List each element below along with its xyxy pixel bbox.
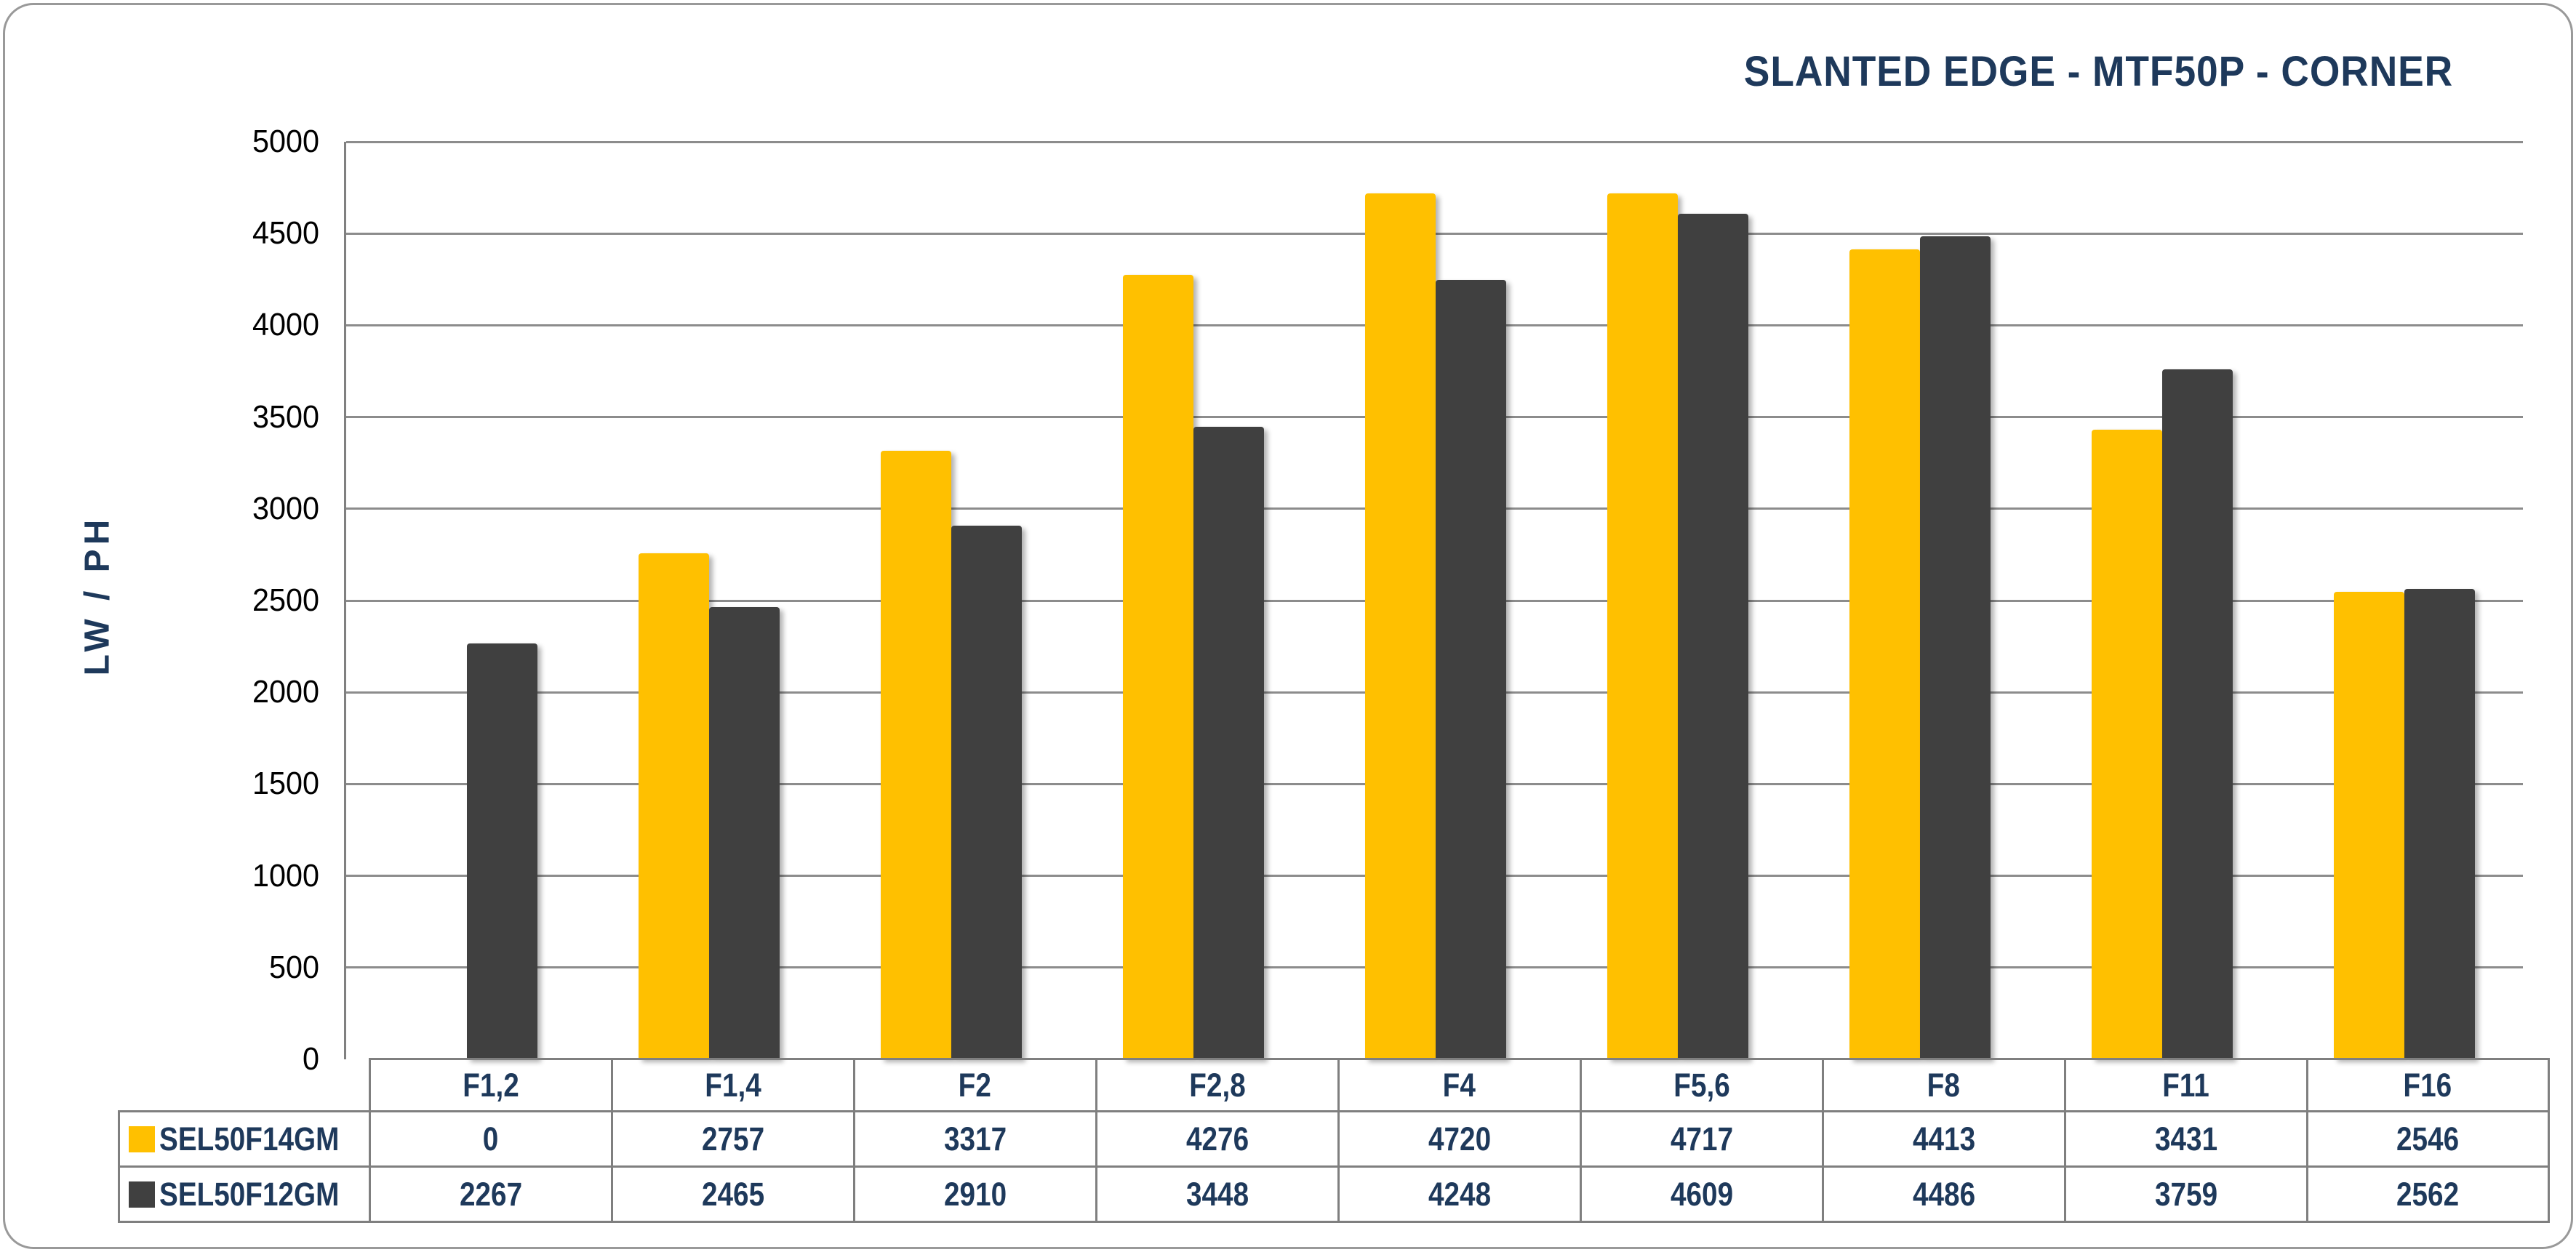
value-SEL50F14GM-F2: 3317	[852, 1110, 1097, 1168]
bar-SEL50F12GM-F2,8	[1193, 426, 1265, 1059]
category-header-F16: F16	[2305, 1058, 2550, 1112]
value-SEL50F12GM-F8: 4486	[1821, 1165, 2066, 1223]
category-header-label: F4	[1443, 1066, 1476, 1104]
value-label: 4248	[1428, 1175, 1491, 1213]
category-header-label: F5,6	[1673, 1066, 1730, 1104]
legend-swatch-SEL50F12GM	[129, 1181, 155, 1208]
category-header-label: F16	[2403, 1066, 2452, 1104]
bar-SEL50F12GM-F2	[951, 525, 1023, 1059]
value-label: 4717	[1670, 1120, 1733, 1157]
gridline-5000	[346, 140, 2523, 143]
y-tick-label-3500: 3500	[252, 398, 319, 435]
value-SEL50F14GM-F2,8: 4276	[1095, 1110, 1340, 1168]
bar-SEL50F12GM-F1,4	[709, 606, 780, 1059]
y-tick-label-2500: 2500	[252, 582, 319, 618]
value-label: 0	[482, 1120, 499, 1157]
bar-SEL50F14GM-F5,6	[1607, 193, 1678, 1059]
value-label: 2546	[2396, 1120, 2460, 1157]
category-header-F2: F2	[852, 1058, 1097, 1112]
y-tick-label-4500: 4500	[252, 215, 319, 252]
value-SEL50F12GM-F4: 4248	[1337, 1165, 1582, 1223]
value-label: 4486	[1912, 1175, 1975, 1213]
value-label: 3448	[1185, 1175, 1249, 1213]
value-label: 3317	[943, 1120, 1007, 1157]
value-SEL50F14GM-F8: 4413	[1821, 1110, 2066, 1168]
data-table: F1,2 F1,4 F2 F2,8 F4 F5,6 F8 F11 F16 SEL50F14GM 0 2…	[118, 1058, 2550, 1223]
value-label: 3431	[2154, 1120, 2217, 1157]
value-label: 4413	[1912, 1120, 1975, 1157]
y-tick-label-0: 0	[302, 1041, 319, 1077]
bar-SEL50F14GM-F1,4	[639, 553, 710, 1059]
category-header-label: F1,2	[462, 1066, 519, 1104]
value-SEL50F12GM-F16: 2562	[2305, 1165, 2550, 1223]
value-SEL50F12GM-F5,6: 4609	[1579, 1165, 1824, 1223]
y-tick-label-1500: 1500	[252, 766, 319, 802]
value-SEL50F12GM-F1,4: 2465	[610, 1165, 855, 1223]
bar-SEL50F14GM-F8	[1849, 249, 1920, 1059]
value-SEL50F14GM-F4: 4720	[1337, 1110, 1582, 1168]
legend-SEL50F14GM: SEL50F14GM	[118, 1110, 371, 1168]
value-label: 3759	[2154, 1175, 2217, 1213]
category-header-F5,6: F5,6	[1579, 1058, 1824, 1112]
bar-SEL50F14GM-F4	[1365, 193, 1436, 1059]
category-header-F1,2: F1,2	[368, 1058, 613, 1112]
category-header-label: F2	[959, 1066, 992, 1104]
value-SEL50F12GM-F1,2: 2267	[368, 1165, 613, 1223]
y-tick-label-3000: 3000	[252, 490, 319, 526]
bar-SEL50F14GM-F2	[881, 450, 952, 1059]
category-header-F11: F11	[2063, 1058, 2308, 1112]
category-header-label: F11	[2162, 1066, 2209, 1104]
bar-SEL50F12GM-F5,6	[1677, 213, 1748, 1059]
bar-SEL50F12GM-F8	[1919, 236, 1991, 1059]
category-header-F1,4: F1,4	[610, 1058, 855, 1112]
bar-SEL50F14GM-F16	[2333, 592, 2404, 1059]
value-SEL50F12GM-F11: 3759	[2063, 1165, 2308, 1223]
value-SEL50F14GM-F5,6: 4717	[1579, 1110, 1824, 1168]
value-label: 4720	[1428, 1120, 1491, 1157]
value-SEL50F14GM-F16: 2546	[2305, 1110, 2550, 1168]
value-SEL50F14GM-F11: 3431	[2063, 1110, 2308, 1168]
table-row-SEL50F14GM: SEL50F14GM 0 2757 3317 4276 4720 4717 4413 3431 2…	[118, 1110, 2550, 1168]
y-tick-label-2000: 2000	[252, 674, 319, 710]
plot-area	[344, 140, 2523, 1059]
value-label: 2267	[459, 1175, 522, 1213]
chart-title: SLANTED EDGE - MTF50P - CORNER	[1743, 48, 2453, 95]
value-SEL50F14GM-F1,2: 0	[368, 1110, 613, 1168]
bar-SEL50F12GM-F4	[1436, 279, 1506, 1059]
value-label: 4276	[1185, 1120, 1249, 1157]
y-tick-label-1000: 1000	[252, 857, 319, 894]
value-label: 2465	[701, 1175, 764, 1213]
bar-SEL50F14GM-F2,8	[1123, 274, 1194, 1059]
legend-SEL50F12GM: SEL50F12GM	[118, 1165, 371, 1223]
category-header-label: F1,4	[704, 1066, 761, 1104]
value-label: 2910	[943, 1175, 1007, 1213]
legend-swatch-SEL50F14GM	[129, 1125, 155, 1152]
bar-SEL50F14GM-F11	[2091, 430, 2162, 1059]
bar-SEL50F12GM-F1,2	[467, 643, 538, 1059]
y-tick-label-4000: 4000	[252, 307, 319, 343]
category-header-label: F2,8	[1188, 1066, 1246, 1104]
legend-label: SEL50F12GM	[159, 1175, 340, 1213]
table-corner-spacer	[119, 1059, 370, 1112]
chart-card: SLANTED EDGE - MTF50P - CORNER LW / PH 0…	[3, 3, 2573, 1249]
value-label: 4609	[1670, 1175, 1733, 1213]
value-SEL50F14GM-F1,4: 2757	[610, 1110, 855, 1168]
value-label: 2562	[2396, 1175, 2460, 1213]
category-header-F4: F4	[1337, 1058, 1582, 1112]
value-SEL50F12GM-F2: 2910	[852, 1165, 1097, 1223]
category-header-label: F8	[1927, 1066, 1961, 1104]
y-tick-label-500: 500	[268, 949, 319, 985]
y-tick-label-5000: 5000	[252, 124, 319, 159]
bar-SEL50F12GM-F11	[2161, 369, 2233, 1059]
legend-label: SEL50F14GM	[159, 1120, 340, 1157]
value-SEL50F12GM-F2,8: 3448	[1095, 1165, 1340, 1223]
value-label: 2757	[701, 1120, 764, 1157]
category-header-F8: F8	[1821, 1058, 2066, 1112]
category-header-F2,8: F2,8	[1095, 1058, 1340, 1112]
table-row-SEL50F12GM: SEL50F12GM 2267 2465 2910 3448 4248 4609 4486 37…	[118, 1165, 2550, 1223]
bar-SEL50F12GM-F16	[2404, 589, 2475, 1059]
